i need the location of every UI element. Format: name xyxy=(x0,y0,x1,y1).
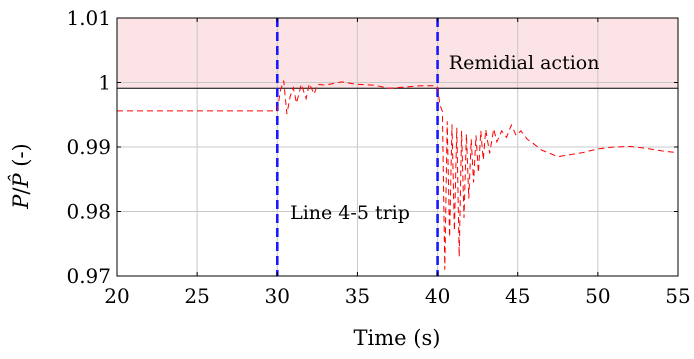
y-axis-title: P/P̂ (-) xyxy=(9,143,33,210)
annotation-trip: Line 4-5 trip xyxy=(290,202,410,224)
y-tick-label: 0.99 xyxy=(66,135,111,159)
y-tick-label: 0.98 xyxy=(66,200,111,224)
y-label-slash: / xyxy=(9,187,33,195)
annotation-remedial: Remidial action xyxy=(449,52,600,74)
y-label-p: P xyxy=(9,194,33,210)
shaded-region xyxy=(117,18,678,89)
y-ticks: 0.97 0.98 0.99 1 1.01 xyxy=(66,6,678,288)
x-tick-label: 30 xyxy=(265,284,290,308)
x-axis-title: Time (s) xyxy=(354,326,441,350)
y-label-phat: P̂ xyxy=(9,173,33,189)
series-line xyxy=(117,80,679,270)
x-tick-label: 20 xyxy=(104,284,129,308)
y-tick-label: 1.01 xyxy=(66,6,111,30)
x-tick-label: 45 xyxy=(505,284,530,308)
y-tick-label: 0.97 xyxy=(66,264,111,288)
x-tick-label: 55 xyxy=(665,284,690,308)
x-tick-label: 50 xyxy=(585,284,610,308)
x-tick-label: 25 xyxy=(184,284,209,308)
x-tick-label: 40 xyxy=(425,284,450,308)
event-lines xyxy=(275,18,439,276)
y-label-unit: (-) xyxy=(9,143,33,173)
y-tick-label: 1 xyxy=(98,71,111,95)
x-ticks: 20 25 30 35 40 45 50 55 xyxy=(104,18,691,308)
x-tick-label: 35 xyxy=(345,284,370,308)
